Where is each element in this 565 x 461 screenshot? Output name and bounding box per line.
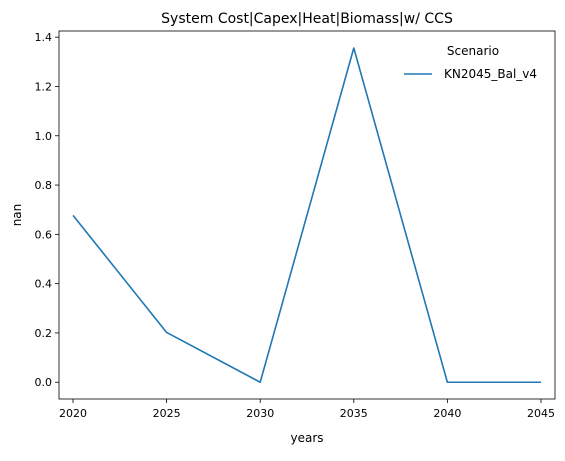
y-axis-label: nan bbox=[10, 204, 24, 227]
x-tick-label: 2045 bbox=[527, 407, 555, 420]
y-tick-label: 0.2 bbox=[35, 327, 53, 340]
y-tick-label: 0.8 bbox=[35, 179, 53, 192]
y-tick-label: 0.6 bbox=[35, 228, 53, 241]
x-tick-label: 2025 bbox=[153, 407, 181, 420]
x-tick-label: 2035 bbox=[340, 407, 368, 420]
plot-frame bbox=[58, 30, 556, 400]
x-tick-label: 2020 bbox=[59, 407, 87, 420]
y-tick-label: 1.4 bbox=[35, 31, 53, 44]
y-tick-label: 0.0 bbox=[35, 376, 53, 389]
legend-entry: KN2045_Bal_v4 bbox=[444, 67, 537, 81]
y-axis: 0.0 0.2 0.4 0.6 0.8 1.0 1.2 1.4 bbox=[35, 31, 59, 389]
legend-title: Scenario bbox=[447, 44, 499, 58]
x-axis: 2020 2025 2030 2035 2040 2045 bbox=[59, 399, 555, 420]
legend: Scenario KN2045_Bal_v4 bbox=[404, 44, 537, 81]
series-line-0 bbox=[72, 47, 541, 384]
x-axis-label: years bbox=[290, 431, 323, 445]
y-tick-label: 1.0 bbox=[35, 130, 53, 143]
x-tick-label: 2030 bbox=[246, 407, 274, 420]
series-lines bbox=[72, 47, 541, 384]
y-tick-label: 1.2 bbox=[35, 80, 53, 93]
chart-title: System Cost|Capex|Heat|Biomass|w/ CCS bbox=[161, 11, 453, 27]
x-tick-label: 2040 bbox=[433, 407, 461, 420]
y-tick-label: 0.4 bbox=[35, 278, 53, 291]
